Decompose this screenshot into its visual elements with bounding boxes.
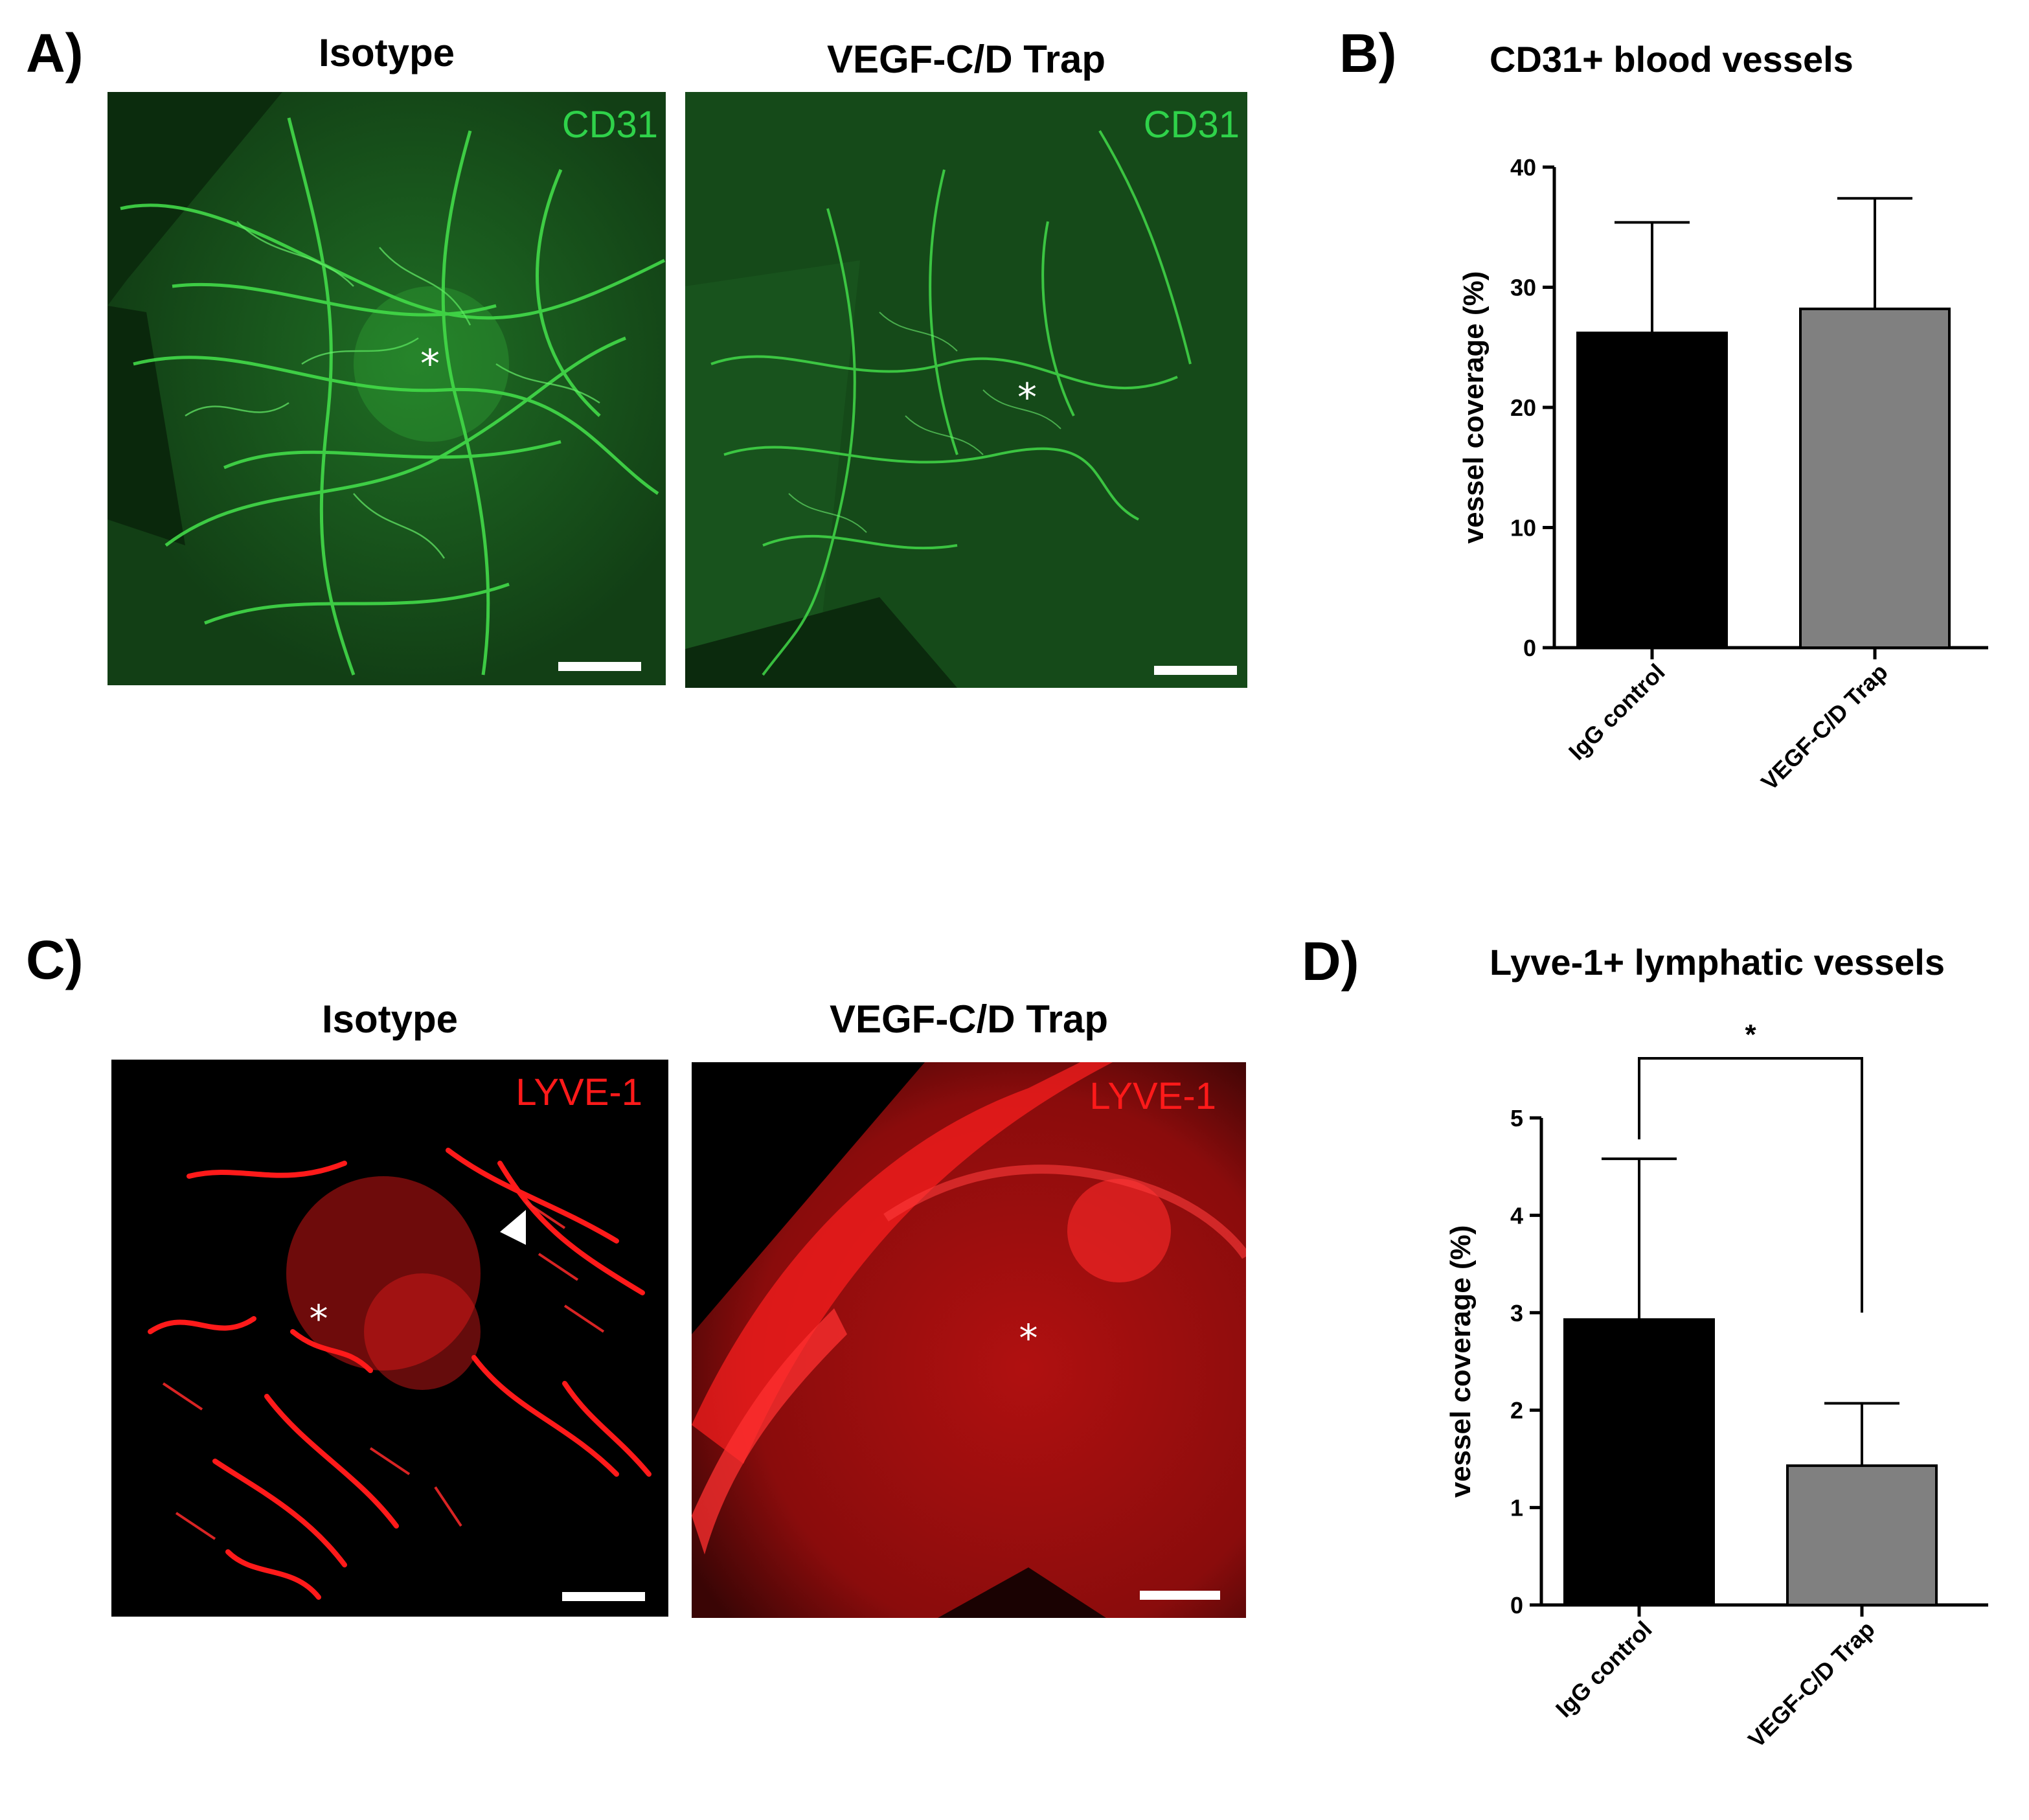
panel-letter-a: A) [26, 23, 84, 84]
x-tick-label: IgG control [1550, 1616, 1657, 1723]
significance-marker: * [1745, 1019, 1756, 1051]
micrograph-c-trap: * LYVE-1 [692, 1062, 1246, 1618]
scale-bar [562, 1592, 645, 1601]
significance-bracket [1638, 1057, 1863, 1313]
y-tick-label: 0 [1510, 1592, 1523, 1619]
y-tick-label: 5 [1510, 1105, 1523, 1132]
panel-a-left-caption: Isotype [318, 31, 455, 74]
scale-bar [558, 662, 641, 671]
y-tick-label: 1 [1510, 1495, 1523, 1521]
panel-letter-d: D) [1302, 931, 1359, 992]
bar [1786, 1464, 1938, 1606]
stain-label: CD31 [1144, 104, 1240, 146]
y-axis-label: vessel coverage (%) [1445, 1225, 1477, 1498]
chart-d: 0 1 2 3 4 5 vessel coverage (%) IgG control VEGF… [1412, 1010, 1995, 1814]
panel-letter-b: B) [1339, 23, 1397, 84]
y-axis-label: vessel coverage (%) [1458, 271, 1490, 544]
asterisk-marker: * [1017, 375, 1037, 420]
y-tick-label: 40 [1510, 154, 1536, 181]
panel-a-right-caption: VEGF-C/D Trap [826, 38, 1106, 81]
y-tick-label: 10 [1510, 515, 1536, 541]
scale-bar [1154, 666, 1237, 675]
panel-c-right-caption: VEGF-C/D Trap [829, 997, 1109, 1041]
bar [1799, 307, 1951, 649]
stain-label: LYVE-1 [516, 1071, 642, 1113]
bar [1563, 1318, 1715, 1606]
micrograph-a-isotype: * CD31 [108, 92, 666, 685]
panel-letter-c: C) [26, 929, 84, 990]
y-tick-label: 2 [1510, 1397, 1523, 1424]
bar [1576, 331, 1728, 649]
micrograph-a-trap: * CD31 [685, 92, 1247, 688]
x-tick-label: VEGF-C/D Trap [1743, 1616, 1879, 1753]
panel-c-left-caption: Isotype [321, 997, 459, 1041]
asterisk-marker: * [310, 1297, 328, 1341]
x-tick-label: IgG control [1563, 659, 1670, 766]
chart-b-svg: 0 10 20 30 40 vessel coverage (%) IgG control V… [1458, 154, 1988, 795]
stain-label: LYVE-1 [1089, 1075, 1216, 1117]
asterisk-marker: * [420, 341, 440, 387]
y-tick-label: 20 [1510, 394, 1536, 421]
chart-b: 0 10 20 30 40 vessel coverage (%) IgG control V… [1412, 117, 1995, 855]
x-tick-label: VEGF-C/D Trap [1756, 659, 1892, 795]
y-tick-label: 30 [1510, 275, 1536, 301]
y-tick-label: 0 [1523, 635, 1536, 661]
chart-d-svg: 0 1 2 3 4 5 vessel coverage (%) IgG control VEGF… [1445, 1019, 1988, 1753]
micrograph-c-isotype: * LYVE-1 [111, 1060, 668, 1617]
chart-d-title: Lyve-1+ lymphatic vessels [1490, 942, 1945, 983]
chart-b-title: CD31+ blood vessels [1490, 39, 1853, 80]
asterisk-marker: * [1019, 1316, 1038, 1360]
y-tick-label: 3 [1510, 1300, 1523, 1326]
stain-label: CD31 [562, 104, 658, 146]
y-tick-label: 4 [1510, 1202, 1523, 1229]
arrowhead-marker [500, 1210, 526, 1245]
scale-bar [1140, 1591, 1220, 1600]
